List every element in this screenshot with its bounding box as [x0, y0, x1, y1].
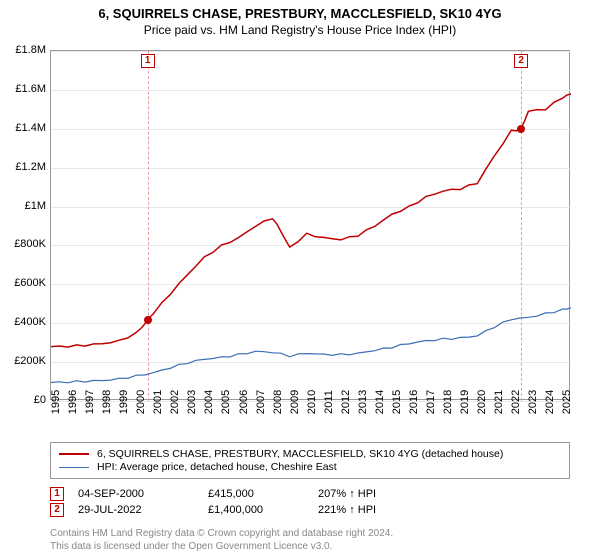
- sale-hpi: 207% ↑ HPI: [318, 488, 428, 500]
- sale-num-box: 1: [50, 487, 64, 501]
- y-axis-label: £0: [6, 394, 46, 406]
- sale-price: £415,000: [208, 488, 318, 500]
- y-axis-label: £200K: [6, 355, 46, 367]
- footer-line-2: This data is licensed under the Open Gov…: [50, 541, 393, 554]
- legend-row: HPI: Average price, detached house, Ches…: [59, 461, 561, 473]
- y-axis-label: £800K: [6, 238, 46, 250]
- y-axis-label: £1.6M: [6, 83, 46, 95]
- sale-row: 1 04-SEP-2000£415,000207% ↑ HPI: [50, 487, 570, 501]
- footer-attribution: Contains HM Land Registry data © Crown c…: [50, 528, 393, 553]
- sale-num-box: 2: [50, 503, 64, 517]
- sale-date: 04-SEP-2000: [78, 488, 208, 500]
- legend-label: 6, SQUIRRELS CHASE, PRESTBURY, MACCLESFI…: [97, 448, 503, 460]
- sale-row: 2 29-JUL-2022£1,400,000221% ↑ HPI: [50, 503, 570, 517]
- sale-marker-dot: [517, 125, 525, 133]
- sale-hpi: 221% ↑ HPI: [318, 504, 428, 516]
- y-axis-label: £1M: [6, 200, 46, 212]
- plot-area: 12: [50, 50, 570, 400]
- sale-marker-box: 1: [141, 54, 155, 68]
- chart-subtitle: Price paid vs. HM Land Registry's House …: [0, 21, 600, 37]
- sale-price: £1,400,000: [208, 504, 318, 516]
- series-line: [51, 308, 571, 383]
- y-axis-label: £1.4M: [6, 122, 46, 134]
- series-line: [51, 94, 571, 347]
- legend-swatch: [59, 453, 89, 455]
- legend-swatch: [59, 467, 89, 468]
- sale-marker-box: 2: [514, 54, 528, 68]
- chart-title: 6, SQUIRRELS CHASE, PRESTBURY, MACCLESFI…: [0, 0, 600, 21]
- legend-box: 6, SQUIRRELS CHASE, PRESTBURY, MACCLESFI…: [50, 442, 570, 479]
- footer-line-1: Contains HM Land Registry data © Crown c…: [50, 528, 393, 541]
- line-plot-svg: [51, 51, 571, 401]
- y-axis-label: £600K: [6, 277, 46, 289]
- legend-row: 6, SQUIRRELS CHASE, PRESTBURY, MACCLESFI…: [59, 448, 561, 460]
- legend-label: HPI: Average price, detached house, Ches…: [97, 461, 337, 473]
- sales-table: 1 04-SEP-2000£415,000207% ↑ HPI 2 29-JUL-20…: [50, 485, 570, 519]
- sale-date: 29-JUL-2022: [78, 504, 208, 516]
- y-axis-label: £1.2M: [6, 161, 46, 173]
- sale-marker-dot: [144, 316, 152, 324]
- y-axis-label: £400K: [6, 316, 46, 328]
- y-axis-label: £1.8M: [6, 44, 46, 56]
- chart-container: 6, SQUIRRELS CHASE, PRESTBURY, MACCLESFI…: [0, 0, 600, 560]
